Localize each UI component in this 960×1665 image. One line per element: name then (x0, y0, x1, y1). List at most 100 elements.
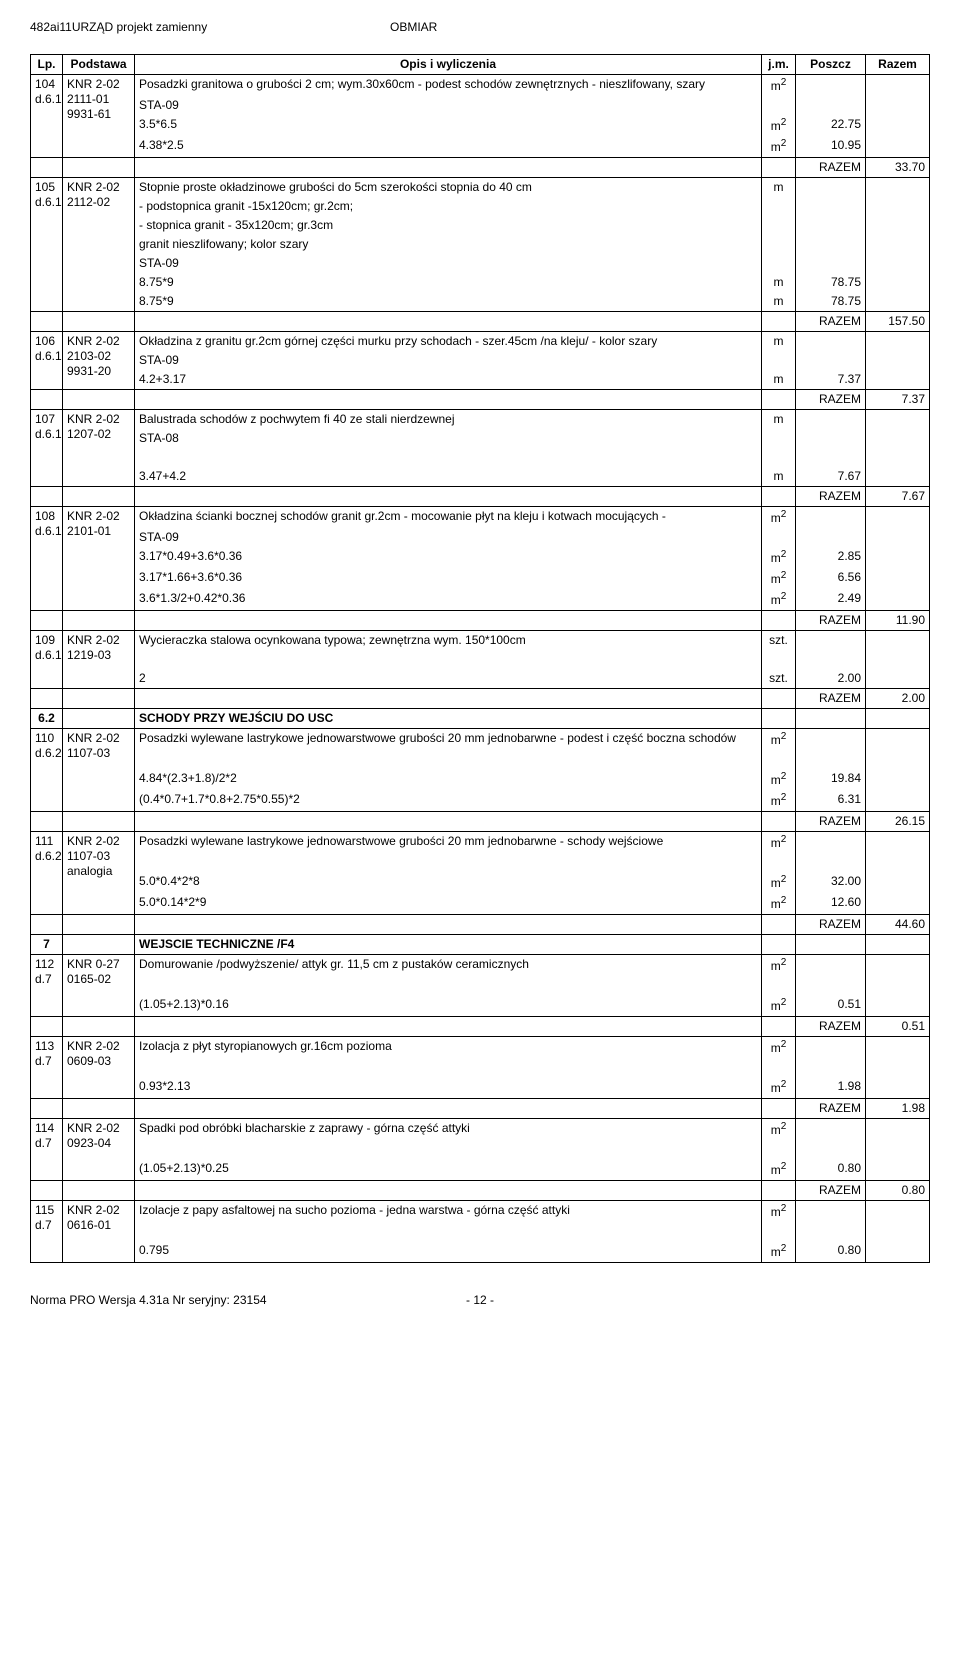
item-line (31, 1058, 930, 1077)
item-razem (866, 410, 930, 487)
section-lp: 7 (31, 935, 63, 955)
line-opis: 4.38*2.5 (135, 136, 762, 158)
line-poszcz: 0.80 (796, 1159, 866, 1181)
section-row: 7 WEJSCIE TECHNICZNE /F4 (31, 935, 930, 955)
item-razem (866, 729, 930, 812)
section-row: 6.2SCHODY PRZY WEJŚCIU DO USC (31, 709, 930, 729)
line-opis (135, 1222, 762, 1241)
line-opis (135, 853, 762, 872)
line-jm (762, 448, 796, 467)
item-line: - stopnica granit - 35x120cm; gr.3cm (31, 216, 930, 235)
razem-label: RAZEM (796, 1181, 866, 1201)
line-poszcz (796, 750, 866, 769)
item-podstawa: KNR 2-02 0923-04 (63, 1119, 135, 1181)
razem-label: RAZEM (796, 915, 866, 935)
line-poszcz: 10.95 (796, 136, 866, 158)
item-line: STA-09 (31, 528, 930, 547)
item-jm: m (762, 410, 796, 430)
line-opis: STA-09 (135, 96, 762, 115)
item-razem (866, 1201, 930, 1263)
line-opis (135, 1140, 762, 1159)
razem-value: 26.15 (866, 812, 930, 832)
line-jm: szt. (762, 669, 796, 689)
item-jm: m (762, 178, 796, 198)
item-line: 8.75*9m78.75 (31, 273, 930, 292)
section-title: WEJSCIE TECHNICZNE /F4 (135, 935, 762, 955)
item-poszcz (796, 332, 866, 352)
item-poszcz (796, 631, 866, 651)
item-razem (866, 332, 930, 390)
razem-label: RAZEM (796, 611, 866, 631)
item-poszcz (796, 729, 866, 751)
razem-label: RAZEM (796, 390, 866, 410)
item-jm: m2 (762, 832, 796, 854)
line-poszcz: 19.84 (796, 769, 866, 790)
razem-row: RAZEM2.00 (31, 689, 930, 709)
line-jm: m2 (762, 769, 796, 790)
item-poszcz (796, 1037, 866, 1059)
line-opis: (0.4*0.7+1.7*0.8+2.75*0.55)*2 (135, 790, 762, 812)
item-podstawa: KNR 2-02 1219-03 (63, 631, 135, 689)
line-jm (762, 235, 796, 254)
line-poszcz: 6.31 (796, 790, 866, 812)
item-lp: 109 d.6.1 (31, 631, 63, 689)
line-opis: - podstopnica granit -15x120cm; gr.2cm; (135, 197, 762, 216)
razem-label: RAZEM (796, 812, 866, 832)
line-poszcz: 78.75 (796, 273, 866, 292)
line-poszcz (796, 1058, 866, 1077)
item-row: 114 d.7KNR 2-02 0923-04Spadki pod obróbk… (31, 1119, 930, 1141)
footer-left: Norma PRO Wersja 4.31a Nr seryjny: 23154 (30, 1293, 267, 1307)
line-jm (762, 429, 796, 448)
line-jm: m2 (762, 1077, 796, 1099)
item-opis: Spadki pod obróbki blacharskie z zaprawy… (135, 1119, 762, 1141)
line-jm: m (762, 370, 796, 390)
razem-value: 11.90 (866, 611, 930, 631)
line-poszcz: 2.49 (796, 589, 866, 611)
item-opis: Posadzki wylewane lastrykowe jednowarstw… (135, 729, 762, 751)
item-lp: 105 d.6.1 (31, 178, 63, 312)
razem-row: RAZEM11.90 (31, 611, 930, 631)
line-poszcz (796, 448, 866, 467)
razem-value: 44.60 (866, 915, 930, 935)
item-razem (866, 1037, 930, 1099)
item-lp: 115 d.7 (31, 1201, 63, 1263)
line-opis: 8.75*9 (135, 273, 762, 292)
item-poszcz (796, 1119, 866, 1141)
item-lp: 107 d.6.1 (31, 410, 63, 487)
razem-value: 157.50 (866, 312, 930, 332)
line-opis: - stopnica granit - 35x120cm; gr.3cm (135, 216, 762, 235)
line-poszcz: 32.00 (796, 872, 866, 893)
item-lp: 114 d.7 (31, 1119, 63, 1181)
line-jm: m (762, 292, 796, 312)
line-jm (762, 976, 796, 995)
line-poszcz (796, 528, 866, 547)
razem-row: RAZEM157.50 (31, 312, 930, 332)
razem-label: RAZEM (796, 689, 866, 709)
line-poszcz: 0.51 (796, 995, 866, 1017)
item-opis: Balustrada schodów z pochwytem fi 40 ze … (135, 410, 762, 430)
line-poszcz (796, 351, 866, 370)
item-podstawa: KNR 2-02 1207-02 (63, 410, 135, 487)
item-podstawa: KNR 2-02 2101-01 (63, 507, 135, 611)
item-row: 105 d.6.1KNR 2-02 2112-02Stopnie proste … (31, 178, 930, 198)
item-jm: m2 (762, 75, 796, 97)
line-poszcz: 7.37 (796, 370, 866, 390)
item-jm: m2 (762, 955, 796, 977)
line-poszcz (796, 1222, 866, 1241)
item-row: 113 d.7KNR 2-02 0609-03Izolacja z płyt s… (31, 1037, 930, 1059)
line-jm (762, 750, 796, 769)
line-jm (762, 351, 796, 370)
line-opis: STA-09 (135, 254, 762, 273)
item-line: 3.17*0.49+3.6*0.36m22.85 (31, 547, 930, 568)
col-jm: j.m. (762, 55, 796, 75)
item-lp: 106 d.6.1 (31, 332, 63, 390)
item-opis: Domurowanie /podwyższenie/ attyk gr. 11,… (135, 955, 762, 977)
item-opis: Okładzina ścianki bocznej schodów granit… (135, 507, 762, 529)
item-podstawa: KNR 2-02 2112-02 (63, 178, 135, 312)
line-opis: 3.17*1.66+3.6*0.36 (135, 568, 762, 589)
col-poszcz: Poszcz (796, 55, 866, 75)
line-poszcz: 12.60 (796, 893, 866, 915)
line-opis (135, 1058, 762, 1077)
doc-header: 482ai11URZĄD projekt zamienny OBMIAR (30, 20, 930, 34)
line-poszcz: 6.56 (796, 568, 866, 589)
